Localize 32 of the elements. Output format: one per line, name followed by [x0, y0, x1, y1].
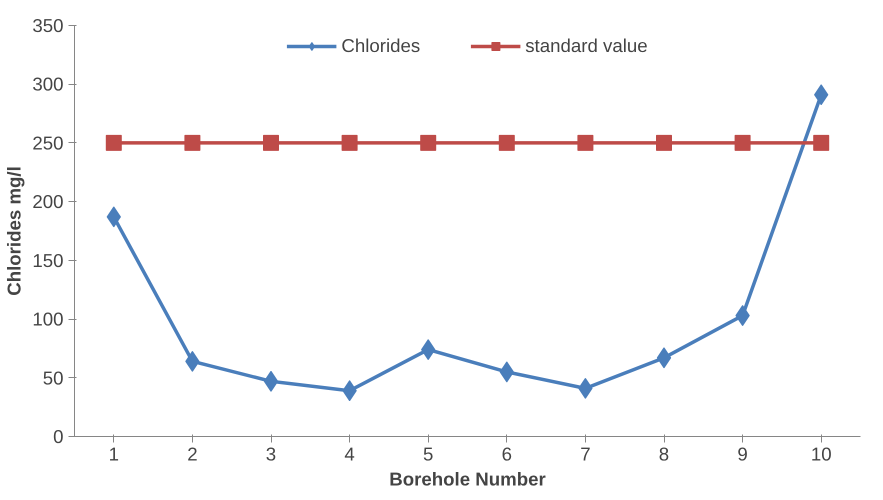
x-tick-label: 2	[187, 444, 198, 464]
point	[656, 134, 672, 151]
y-tick-label: 350	[32, 15, 64, 36]
x-tick-label: 5	[423, 444, 434, 464]
y-tick-label: 200	[32, 191, 64, 212]
point	[498, 134, 515, 151]
x-tick-label: 9	[737, 444, 748, 464]
y-tick-label: 100	[32, 308, 64, 330]
x-tick-label: 8	[658, 444, 670, 464]
y-tick-label: 50	[42, 367, 64, 388]
point	[342, 134, 358, 151]
x-tick-label: 10	[810, 444, 832, 464]
point	[263, 134, 279, 151]
legend-label: standard value	[525, 35, 648, 57]
point	[577, 134, 594, 151]
y-tick-label: 300	[32, 74, 64, 95]
x-tick-label: 4	[344, 444, 355, 464]
x-tick-label: 6	[502, 444, 512, 464]
legend-label: Chlorides	[341, 35, 420, 57]
x-axis-title: Borehole Number	[389, 468, 546, 490]
x-tick-label: 1	[108, 444, 120, 464]
point	[813, 134, 830, 151]
x-tick-label: 3	[266, 444, 276, 464]
y-tick-label: 150	[32, 250, 64, 271]
point	[106, 134, 122, 151]
y-tick-label: 0	[53, 426, 64, 447]
y-tick-label: 250	[32, 132, 64, 154]
point	[420, 134, 436, 151]
point	[184, 134, 200, 151]
point	[734, 134, 751, 151]
x-tick-label: 7	[580, 444, 591, 464]
y-axis-title: Chlorides mg/l	[3, 166, 24, 296]
